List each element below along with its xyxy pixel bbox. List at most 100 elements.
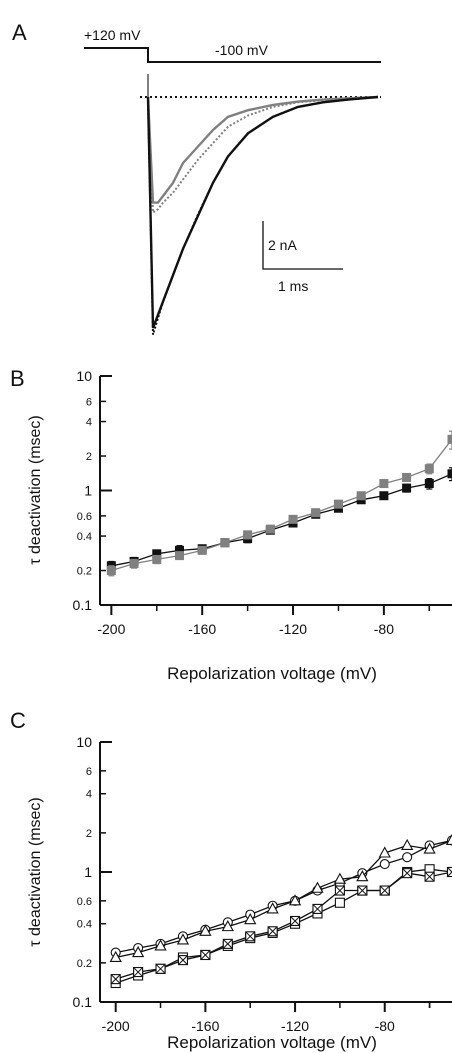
y-minor-label-c: 4 bbox=[86, 789, 92, 801]
data-point-xsquare-cross bbox=[357, 885, 368, 896]
series-line-c-3 bbox=[115, 871, 452, 980]
data-point-xsquare-cross bbox=[335, 885, 345, 896]
data-point-b bbox=[402, 483, 412, 493]
y-minor-label-b: 0.4 bbox=[77, 531, 92, 543]
data-point-b bbox=[265, 524, 275, 534]
data-point-triangle bbox=[176, 933, 190, 945]
x-tick-label-b: -160 bbox=[188, 621, 216, 637]
data-point-xsquare-cross bbox=[245, 931, 256, 942]
y-axis-title-b: τ deactivation (msec) bbox=[27, 415, 44, 564]
panel-letter-a: A bbox=[12, 20, 27, 45]
data-point-square bbox=[334, 897, 345, 908]
y-minor-label-b: 4 bbox=[86, 417, 92, 429]
data-point-b bbox=[288, 514, 298, 524]
data-point-triangle bbox=[154, 939, 167, 951]
holding-voltage-label: +120 mV bbox=[84, 27, 141, 43]
data-point-b bbox=[424, 464, 434, 474]
y-tick-label-c: 0.1 bbox=[73, 994, 93, 1010]
data-point-triangle bbox=[311, 881, 324, 893]
data-point-xsquare-cross bbox=[424, 871, 435, 882]
x-axis-title-c: Repolarization voltage (mV) bbox=[167, 1033, 377, 1052]
series-line-c-1 bbox=[115, 839, 452, 959]
data-point-xsquare-cross bbox=[379, 885, 390, 896]
x-axis-title-b: Repolarization voltage (mV) bbox=[167, 664, 377, 683]
data-point-triangle bbox=[333, 872, 347, 884]
data-point-xsquare-cross bbox=[402, 868, 413, 878]
tau-plot-c: 0.1 1 10 0.2 0.4 0.6 2 4 6 -200 -160 -120 -80 Repola… bbox=[27, 734, 452, 1052]
series-line-c-0 bbox=[115, 839, 452, 954]
data-point-b bbox=[129, 559, 139, 569]
current-trace-gray-solid bbox=[146, 95, 379, 204]
data-point-b bbox=[447, 469, 452, 479]
data-point-xsquare-cross bbox=[290, 916, 300, 926]
data-point-triangle bbox=[221, 919, 234, 932]
data-point-triangle bbox=[288, 894, 302, 906]
current-trace-black-solid bbox=[146, 95, 379, 329]
scale-time-label: 1 ms bbox=[278, 278, 308, 294]
data-point-b bbox=[220, 538, 230, 548]
y-tick-label-c: 10 bbox=[76, 734, 92, 750]
data-point-triangle bbox=[131, 945, 145, 958]
current-traces bbox=[146, 74, 379, 335]
data-point-xsquare bbox=[446, 866, 452, 878]
series-line-b-1 bbox=[111, 438, 452, 572]
x-tick-label-b: -120 bbox=[279, 621, 307, 637]
y-axis-title-c: τ deactivation (msec) bbox=[27, 797, 44, 946]
data-point-xsquare-cross bbox=[312, 904, 323, 914]
data-point-circle bbox=[379, 859, 390, 870]
y-minor-label-c: 0.4 bbox=[77, 919, 92, 931]
voltage-protocol bbox=[84, 47, 381, 63]
data-point-xsquare-cross bbox=[133, 967, 143, 977]
panel-letter-c: C bbox=[10, 708, 26, 733]
x-tick-label-b: -200 bbox=[97, 621, 125, 637]
data-point-b bbox=[402, 472, 412, 482]
x-tick-label-c: -160 bbox=[191, 1018, 219, 1034]
data-point-triangle bbox=[109, 950, 122, 963]
data-point-b bbox=[424, 479, 434, 489]
series-line-b-0 bbox=[111, 473, 452, 567]
data-point-b bbox=[152, 549, 162, 559]
y-minor-label-b: 6 bbox=[86, 396, 92, 408]
x-tick-label-c: -120 bbox=[281, 1018, 309, 1034]
data-point-xsquare-cross bbox=[447, 867, 452, 873]
x-tick-label-c: -200 bbox=[102, 1018, 130, 1034]
tau-plot-b: 0.1 1 10 0.2 0.4 0.6 2 4 6 -200 -160 -120 -80 Repola… bbox=[27, 368, 452, 683]
y-tick-label-b: 10 bbox=[76, 368, 92, 384]
data-point-b bbox=[106, 566, 116, 576]
data-point-triangle bbox=[356, 870, 369, 882]
data-point-circle bbox=[402, 852, 413, 863]
data-point-triangle bbox=[244, 913, 257, 925]
step-voltage-label: -100 mV bbox=[215, 42, 269, 58]
data-point-triangle bbox=[266, 902, 279, 914]
data-point-b bbox=[243, 530, 253, 540]
y-minor-label-c: 2 bbox=[86, 828, 92, 840]
data-point-b bbox=[379, 479, 389, 489]
y-minor-label-b: 2 bbox=[86, 451, 92, 463]
x-tick-label-b: -80 bbox=[374, 621, 394, 637]
data-point-b bbox=[447, 434, 452, 444]
data-point-xsquare-cross bbox=[110, 974, 121, 984]
data-point-b bbox=[197, 545, 207, 555]
data-point-b bbox=[152, 554, 162, 564]
y-tick-label-b: 1 bbox=[84, 483, 92, 499]
y-minor-label-b: 0.2 bbox=[77, 566, 92, 578]
data-point-b bbox=[333, 499, 343, 509]
scale-bar: 2 nA 1 ms bbox=[262, 221, 343, 294]
data-point-b bbox=[311, 508, 321, 518]
data-point-b bbox=[356, 491, 366, 501]
panel-letter-b: B bbox=[10, 366, 25, 391]
current-trace-gray-dotted bbox=[147, 96, 379, 215]
data-point-xsquare-cross bbox=[200, 950, 211, 960]
data-point-xsquare-cross bbox=[178, 955, 188, 965]
y-minor-label-c: 0.6 bbox=[77, 896, 92, 908]
y-tick-label-c: 1 bbox=[84, 864, 92, 880]
y-tick-label-b: 0.1 bbox=[73, 597, 93, 613]
x-tick-label-c: -80 bbox=[375, 1018, 395, 1034]
current-trace-black-dotted bbox=[147, 96, 379, 335]
data-point-triangle bbox=[445, 833, 452, 845]
y-minor-label-c: 0.2 bbox=[77, 958, 92, 970]
data-point-xsquare-cross bbox=[267, 926, 278, 937]
data-point-xsquare-cross bbox=[447, 871, 452, 877]
data-point-triangle bbox=[199, 924, 212, 936]
